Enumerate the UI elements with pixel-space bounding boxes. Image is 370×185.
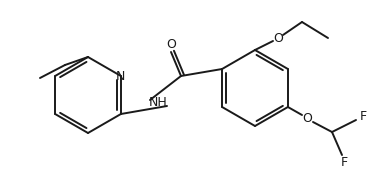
Text: O: O bbox=[273, 31, 283, 45]
Text: F: F bbox=[359, 110, 367, 124]
Text: O: O bbox=[302, 112, 312, 125]
Text: NH: NH bbox=[149, 97, 167, 110]
Text: F: F bbox=[340, 157, 347, 169]
Text: O: O bbox=[166, 38, 176, 51]
Text: N: N bbox=[116, 70, 125, 83]
